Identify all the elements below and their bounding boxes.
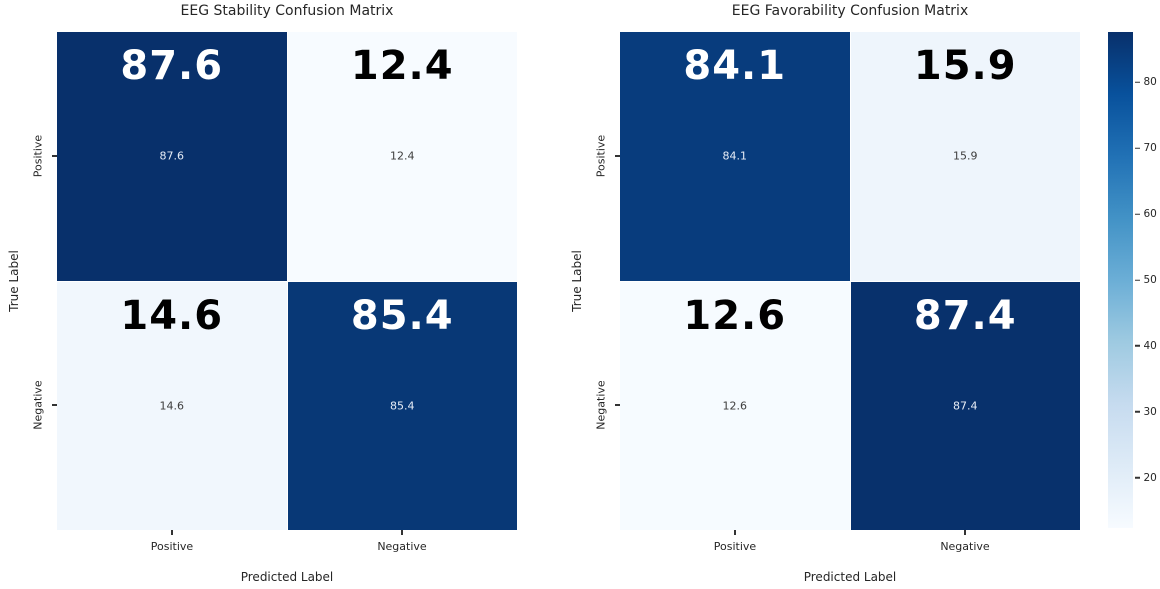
- colorbar-tick: 40: [1135, 341, 1157, 352]
- colorbar-tick: 50: [1135, 275, 1157, 286]
- cell-value-large: 12.6: [683, 292, 787, 339]
- cell-value-large: 87.6: [120, 43, 224, 89]
- cell-value-large: 85.4: [350, 292, 454, 339]
- colorbar-tick: 70: [1135, 143, 1157, 154]
- colorbar-tick: 80: [1135, 77, 1157, 88]
- heatmap-cell-true-negative-pred-positive: 14.6 14.6: [57, 281, 287, 530]
- heatmap-grid: 87.6 87.6 12.4 12.4 14.6 14.6 85.4 85.4: [57, 32, 517, 530]
- cell-value-small: 12.6: [722, 399, 748, 413]
- colorbar-tick-mark: [1135, 279, 1140, 281]
- y-tick-mark: [52, 404, 57, 406]
- colorbar-tick-mark: [1135, 213, 1140, 215]
- x-tick-mark: [171, 530, 173, 535]
- cell-value-small: 12.4: [390, 149, 415, 163]
- chart-title: EEG Stability Confusion Matrix: [180, 3, 394, 19]
- colorbar-tick: 60: [1135, 209, 1157, 220]
- colorbar: [1108, 32, 1133, 528]
- colorbar-tick-mark: [1135, 147, 1140, 149]
- cell-value-large: 15.9: [913, 43, 1017, 89]
- x-tick-mark: [964, 530, 966, 535]
- x-tick-label-negative: Negative: [377, 540, 427, 553]
- y-tick-label-negative: Negative: [594, 380, 608, 430]
- chart-title: EEG Favorability Confusion Matrix: [731, 3, 969, 19]
- y-tick-mark: [615, 404, 620, 406]
- cell-value-large: 84.1: [683, 43, 787, 89]
- y-tick-label-negative: Negative: [31, 380, 45, 430]
- heatmap-cell-true-negative-pred-positive: 12.6 12.6: [620, 281, 850, 530]
- cell-value-small: 87.4: [953, 399, 978, 413]
- colorbar-tick-mark: [1135, 411, 1140, 413]
- y-tick-label-positive: Positive: [31, 134, 45, 178]
- heatmap-cell-true-positive-pred-positive: 87.6 87.6: [57, 32, 287, 281]
- cell-value-small: 84.1: [722, 149, 748, 163]
- x-tick-mark: [401, 530, 403, 535]
- colorbar-tick-label: 60: [1143, 207, 1157, 220]
- colorbar-tick-label: 20: [1143, 471, 1157, 484]
- cell-value-large: 87.4: [913, 292, 1017, 339]
- heatmap-cell-true-positive-pred-negative: 15.9 15.9: [850, 32, 1080, 281]
- colorbar-tick-label: 50: [1143, 273, 1157, 286]
- colorbar-tick-mark: [1135, 477, 1140, 479]
- x-tick-label-positive: Positive: [713, 540, 757, 553]
- x-tick-label-positive: Positive: [150, 540, 194, 553]
- y-axis-label: True Label: [570, 250, 584, 312]
- heatmap-cell-true-positive-pred-negative: 12.4 12.4: [287, 32, 517, 281]
- x-axis-label: Predicted Label: [240, 570, 334, 584]
- colorbar-tick: 30: [1135, 407, 1157, 418]
- cell-value-small: 14.6: [159, 399, 185, 413]
- colorbar-tick-label: 70: [1143, 141, 1157, 154]
- y-axis-label: True Label: [7, 250, 21, 312]
- eeg-favorability-chart: EEG Favorability Confusion Matrix True L…: [570, 0, 1080, 589]
- x-axis-label: Predicted Label: [803, 570, 897, 584]
- eeg-stability-chart: EEG Stability Confusion Matrix True Labe…: [7, 0, 517, 589]
- heatmap-grid: 84.1 84.1 15.9 15.9 12.6 12.6 87.4 87.4: [620, 32, 1080, 530]
- cell-value-small: 85.4: [390, 399, 415, 413]
- y-tick-label-positive: Positive: [594, 134, 608, 178]
- cell-value-large: 14.6: [120, 292, 224, 339]
- heatmap-cell-true-positive-pred-positive: 84.1 84.1: [620, 32, 850, 281]
- heatmap-cell-true-negative-pred-negative: 87.4 87.4: [850, 281, 1080, 530]
- colorbar-tick-label: 30: [1143, 405, 1157, 418]
- colorbar-tick-mark: [1135, 81, 1140, 83]
- heatmap-cell-true-negative-pred-negative: 85.4 85.4: [287, 281, 517, 530]
- cell-value-small: 15.9: [953, 149, 978, 163]
- colorbar-tick-label: 40: [1143, 339, 1157, 352]
- cell-value-large: 12.4: [350, 43, 454, 89]
- x-tick-label-negative: Negative: [940, 540, 990, 553]
- colorbar-tick: 20: [1135, 473, 1157, 484]
- colorbar-tick-label: 80: [1143, 75, 1157, 88]
- x-tick-mark: [734, 530, 736, 535]
- y-tick-mark: [52, 155, 57, 157]
- colorbar-tick-mark: [1135, 345, 1140, 347]
- y-tick-mark: [615, 155, 620, 157]
- cell-value-small: 87.6: [159, 149, 185, 163]
